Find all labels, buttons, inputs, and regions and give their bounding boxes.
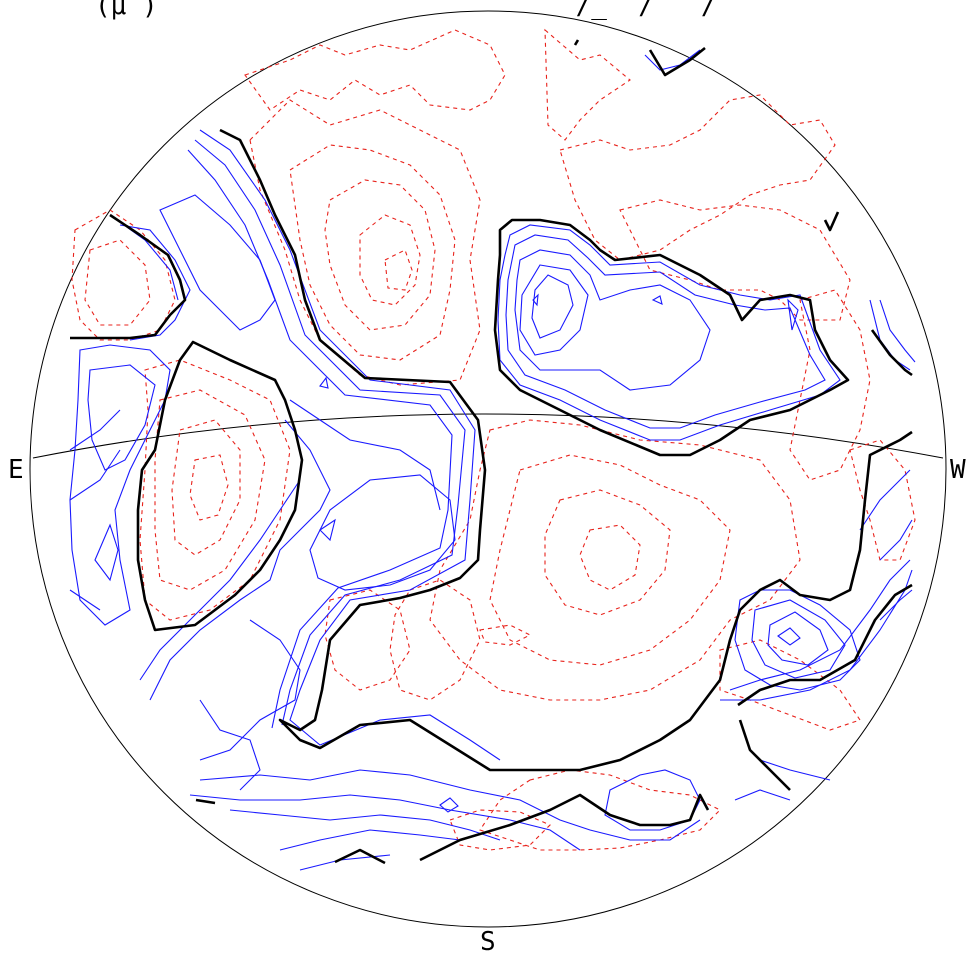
header-right-fragment: ′/_′′/′′′/′′′′′ [560, 0, 795, 21]
primitive-circle [29, 10, 947, 928]
compass-south-label: S [480, 927, 496, 957]
header-left-fragment: (μ′) [95, 0, 158, 21]
compass-east-label: E [8, 455, 24, 485]
compass-west-label: W [950, 455, 966, 485]
zero-contours [70, 39, 913, 865]
great-circle-arc [32, 413, 944, 459]
negative-contours [71, 28, 916, 851]
